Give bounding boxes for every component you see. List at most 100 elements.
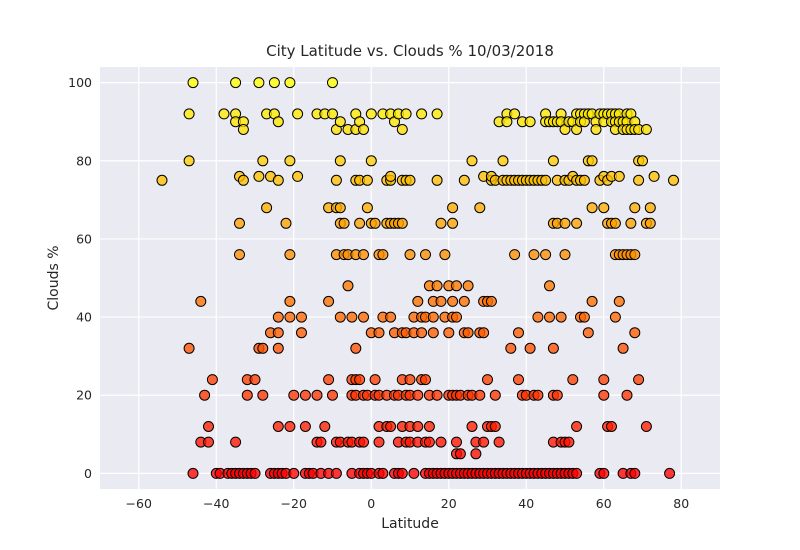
scatter-point: [586, 155, 598, 167]
y-axis-label: Clouds %: [46, 245, 62, 310]
x-axis-label: Latitude: [381, 516, 439, 532]
scatter-point: [625, 217, 637, 229]
scatter-point: [272, 327, 284, 339]
scatter-point: [664, 467, 676, 479]
scatter-point: [396, 124, 408, 135]
scatter-point: [551, 389, 563, 401]
scatter-point: [420, 374, 431, 386]
scatter-point: [598, 202, 610, 214]
scatter-point: [454, 448, 466, 460]
scatter-point: [447, 202, 459, 214]
scatter-point: [451, 311, 462, 323]
scatter-point: [509, 249, 521, 261]
y-tick-label: 60: [76, 231, 92, 246]
scatter-point: [648, 170, 660, 182]
scatter-point: [668, 174, 679, 186]
scatter-point: [342, 280, 354, 292]
scatter-point: [284, 155, 296, 167]
scatter-point: [451, 280, 462, 292]
scatter-point: [404, 174, 416, 186]
scatter-point: [489, 421, 501, 432]
scatter-point: [296, 311, 307, 323]
scatter-point: [478, 327, 490, 339]
scatter-point: [590, 124, 602, 135]
scatter-point: [369, 374, 381, 386]
scatter-point: [474, 202, 486, 214]
scatter-point: [598, 467, 610, 479]
scatter-point: [284, 249, 296, 261]
scatter-point: [582, 327, 594, 339]
scatter-point: [617, 342, 629, 354]
scatter-point: [257, 389, 269, 401]
scatter-point: [234, 217, 245, 229]
scatter-point: [350, 342, 362, 354]
scatter-point: [346, 311, 358, 323]
scatter-point: [408, 467, 420, 479]
x-tick-label: 60: [596, 496, 612, 511]
scatter-point: [578, 311, 590, 323]
scatter-point: [253, 77, 265, 89]
scatter-point: [365, 108, 377, 120]
scatter-point: [396, 467, 408, 479]
scatter-point: [385, 170, 397, 182]
scatter-point: [203, 421, 214, 432]
y-tick-label: 40: [76, 310, 92, 325]
scatter-point: [183, 108, 195, 120]
scatter-point: [373, 436, 385, 448]
scatter-point: [474, 389, 486, 401]
scatter-point: [485, 295, 497, 307]
scatter-point: [447, 217, 459, 229]
scatter-point: [640, 421, 652, 432]
scatter-point: [528, 249, 540, 261]
scatter-point: [544, 280, 555, 292]
scatter-point: [505, 342, 517, 354]
scatter-point: [633, 174, 645, 186]
scatter-point: [319, 421, 331, 432]
scatter-point: [412, 389, 424, 401]
scatter-point: [249, 374, 261, 386]
scatter-point: [361, 202, 373, 214]
scatter-point: [327, 108, 338, 120]
scatter-point: [555, 311, 567, 323]
scatter-point: [621, 389, 633, 401]
scatter-point: [547, 342, 559, 354]
scatter-point: [435, 217, 447, 229]
scatter-point: [629, 202, 641, 214]
scatter-point: [470, 448, 482, 460]
scatter-point: [439, 249, 451, 261]
scatter-point: [435, 295, 447, 307]
x-tick-label: −20: [281, 496, 307, 511]
scatter-point: [513, 327, 524, 339]
scatter-point: [629, 249, 641, 261]
scatter-point: [447, 295, 459, 307]
scatter-point: [323, 295, 335, 307]
scatter-point: [373, 327, 385, 339]
scatter-point: [613, 295, 625, 307]
scatter-point: [493, 436, 505, 448]
scatter-point: [606, 421, 617, 432]
scatter-point: [559, 249, 571, 261]
x-tick-label: 80: [673, 496, 689, 511]
scatter-point: [458, 295, 470, 307]
scatter-point: [334, 116, 346, 128]
scatter-point: [524, 116, 536, 128]
x-tick-label: 20: [441, 496, 457, 511]
scatter-point: [183, 342, 195, 354]
scatter-point: [327, 77, 338, 89]
scatter-point: [272, 174, 284, 186]
scatter-point: [509, 108, 521, 120]
scatter-point: [532, 311, 544, 323]
plot-background: [100, 67, 720, 489]
scatter-point: [315, 436, 327, 448]
scatter-point: [358, 311, 369, 323]
x-tick-label: −60: [126, 496, 152, 511]
scatter-point: [462, 280, 474, 292]
scatter-point: [524, 342, 536, 354]
scatter-point: [466, 155, 478, 167]
scatter-point: [644, 202, 656, 214]
scatter-point: [296, 327, 307, 339]
scatter-point: [241, 389, 253, 401]
scatter-point: [489, 389, 501, 401]
scatter-point: [272, 342, 284, 354]
scatter-point: [629, 467, 641, 479]
